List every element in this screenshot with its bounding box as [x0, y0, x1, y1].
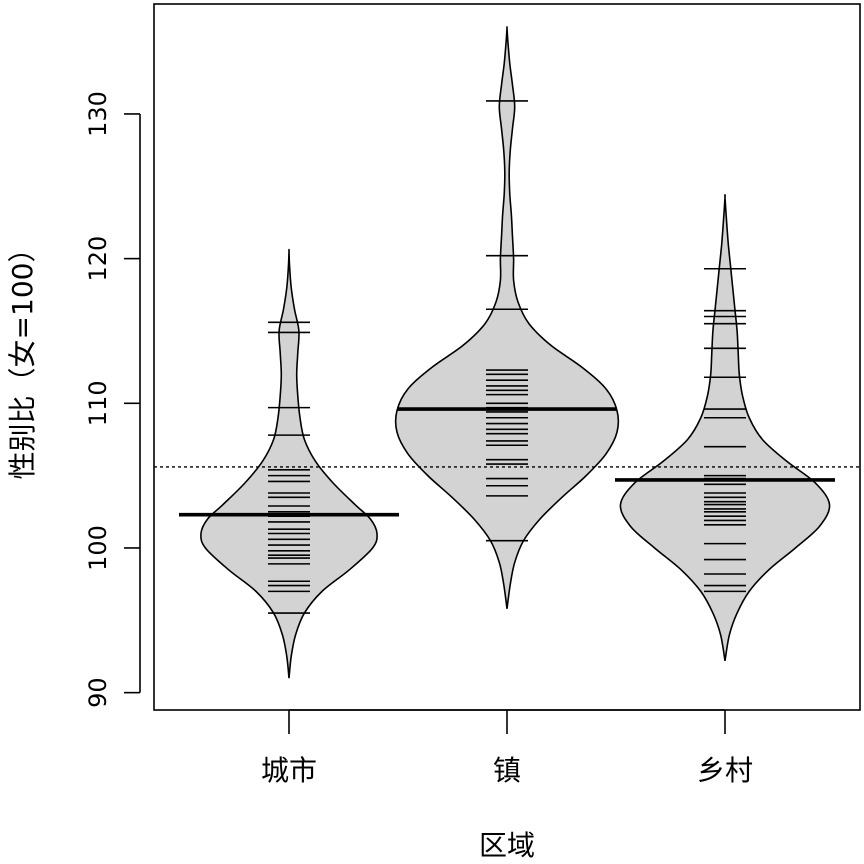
- x-category-label: 镇: [493, 754, 521, 787]
- x-category-label: 乡村: [697, 754, 753, 787]
- y-tick-label: 120: [84, 236, 112, 282]
- beans-layer: [179, 26, 835, 679]
- y-axis: 90 100 110 120 130: [84, 91, 141, 708]
- y-tick-label: 90: [84, 677, 112, 708]
- x-axis: 城市 镇 乡村: [261, 709, 753, 787]
- y-tick-label: 100: [84, 525, 112, 571]
- bean-2: [394, 26, 620, 609]
- bean-3: [615, 193, 835, 661]
- y-tick-label: 110: [84, 380, 112, 426]
- y-axis-title: 性别比（女=100）: [6, 235, 39, 480]
- x-axis-title: 区域: [479, 829, 535, 862]
- x-category-label: 城市: [261, 754, 317, 787]
- bean-outline: [619, 193, 831, 661]
- y-tick-label: 130: [84, 91, 112, 137]
- bean-outline: [200, 248, 378, 679]
- bean-1: [179, 248, 399, 679]
